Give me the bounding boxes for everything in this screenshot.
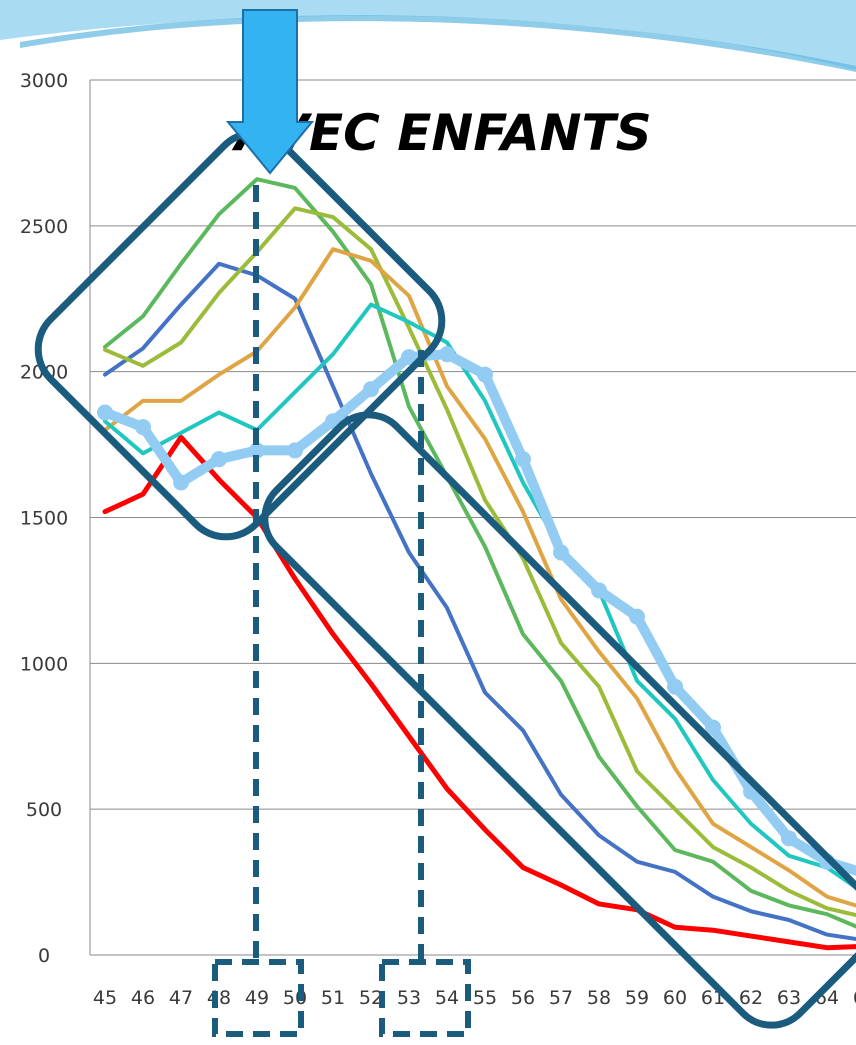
callout-box-decline bbox=[261, 411, 856, 1029]
series-point bbox=[287, 442, 303, 459]
series-line-6 bbox=[103, 302, 856, 890]
y-tick-label: 1000 bbox=[20, 653, 68, 675]
x-tick-label: 58 bbox=[587, 987, 611, 1009]
series-point bbox=[553, 544, 569, 561]
series-point bbox=[667, 678, 683, 695]
series-point bbox=[401, 349, 417, 366]
x-axis-ticks: 45 46 47 48 49 50 51 52 53 54 55 56 57 58 59 60 61 62 63 64… bbox=[93, 987, 856, 1009]
x-tick-label: 63 bbox=[777, 987, 801, 1009]
series-point bbox=[629, 608, 645, 625]
series-layer bbox=[97, 177, 856, 951]
series-point bbox=[249, 442, 265, 459]
x-tick-label: 48 bbox=[207, 987, 231, 1009]
x-tick-label: 57 bbox=[549, 987, 573, 1009]
series-line-2 bbox=[103, 261, 856, 942]
x-tick-label: 53 bbox=[397, 987, 421, 1009]
x-tick-label: 62 bbox=[739, 987, 763, 1009]
callout-box-peak bbox=[34, 129, 446, 541]
series-line-1 bbox=[102, 434, 856, 951]
x-tick-label: 49 bbox=[245, 987, 269, 1009]
y-tick-label: 2500 bbox=[20, 216, 68, 238]
y-tick-label: 3000 bbox=[20, 70, 68, 92]
series-point bbox=[363, 381, 379, 398]
series-point bbox=[781, 830, 797, 847]
series-point bbox=[173, 474, 189, 491]
x-tick-label: 65 bbox=[853, 987, 856, 1009]
series-point bbox=[439, 346, 455, 363]
y-tick-label: 500 bbox=[26, 799, 62, 821]
callout-layer bbox=[34, 9, 856, 1037]
x-tick-label: 59 bbox=[625, 987, 649, 1009]
x-tick-label: 54 bbox=[435, 987, 459, 1009]
series-line-3 bbox=[103, 177, 856, 929]
series-line-4 bbox=[103, 206, 856, 918]
x-tick-label: 55 bbox=[473, 987, 497, 1009]
series-point bbox=[705, 719, 721, 736]
header-swoosh-light bbox=[0, 0, 856, 70]
x-tick-label: 45 bbox=[93, 987, 117, 1009]
dashed-box-53-54 bbox=[379, 959, 471, 1037]
x-tick-label: 46 bbox=[131, 987, 155, 1009]
gridlines bbox=[89, 79, 856, 956]
series-point bbox=[211, 451, 227, 468]
series-point bbox=[591, 582, 607, 599]
decoration-layer bbox=[0, 0, 856, 72]
series-line-5 bbox=[103, 247, 856, 908]
series-point bbox=[97, 404, 113, 421]
dashed-box-49-50 bbox=[212, 959, 304, 1037]
x-tick-label: 51 bbox=[321, 987, 345, 1009]
x-tick-label: 47 bbox=[169, 987, 193, 1009]
y-tick-label: 0 bbox=[38, 945, 50, 967]
x-tick-label: 52 bbox=[359, 987, 383, 1009]
series-point bbox=[135, 419, 151, 436]
x-tick-label: 56 bbox=[511, 987, 535, 1009]
y-tick-label: 1500 bbox=[20, 508, 68, 530]
series-point bbox=[477, 366, 493, 383]
x-tick-label: 60 bbox=[663, 987, 687, 1009]
series-point bbox=[515, 451, 531, 468]
down-arrow-icon bbox=[225, 9, 315, 175]
